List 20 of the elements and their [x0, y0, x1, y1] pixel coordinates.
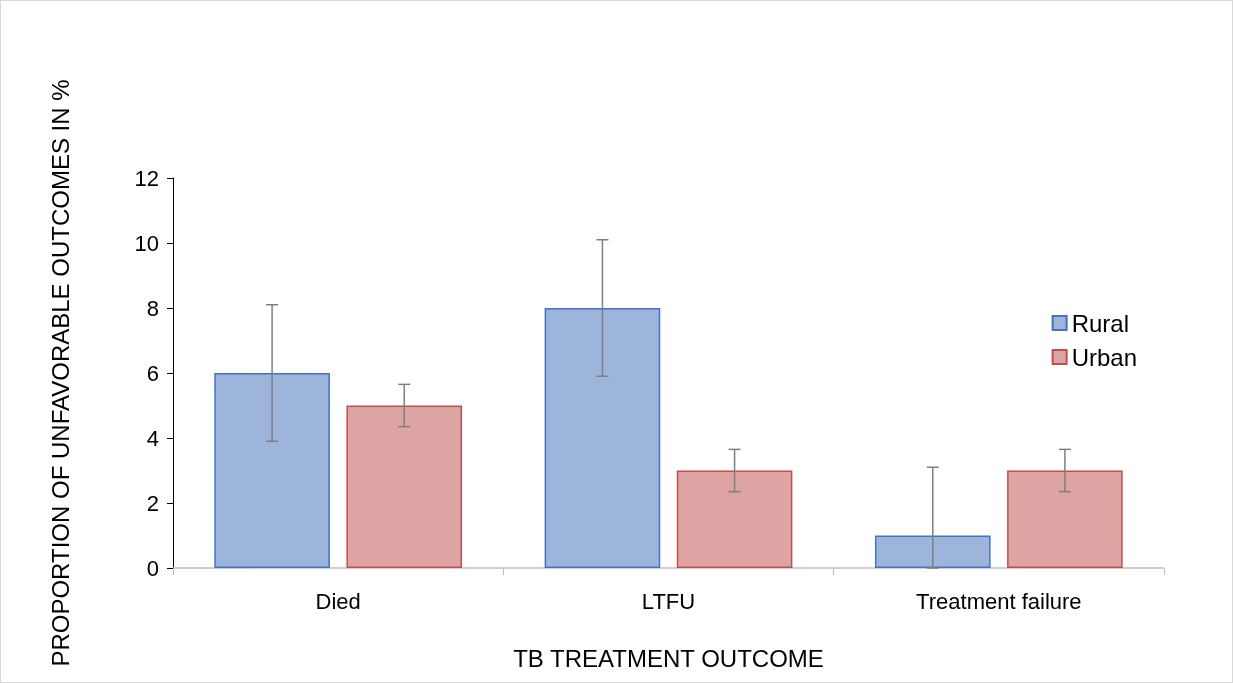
bar	[346, 405, 463, 568]
bar	[214, 373, 330, 568]
y-tick-label: 10	[134, 230, 159, 256]
y-tick-label: 8	[146, 295, 159, 321]
y-tick-label: 0	[146, 555, 159, 581]
y-tick-label: 6	[146, 360, 159, 386]
y-tick-label: 4	[146, 425, 159, 451]
bar	[874, 535, 991, 568]
y-axis-title: PROPORTION OF UNFAVORABLE OUTCOMES IN %	[46, 79, 74, 667]
legend-label: Rural	[1071, 309, 1129, 337]
bar	[676, 470, 793, 568]
bar	[1007, 470, 1123, 568]
bar	[544, 308, 661, 568]
legend-label: Urban	[1071, 343, 1138, 371]
x-axis-title: TB TREATMENT OUTCOME	[513, 644, 824, 672]
x-tick-label: LTFU	[641, 588, 696, 614]
x-tick-label: Died	[315, 588, 361, 614]
x-tick-label: Treatment failure	[916, 588, 1082, 614]
y-tick-label: 12	[134, 165, 159, 191]
y-tick-label: 2	[146, 490, 159, 516]
